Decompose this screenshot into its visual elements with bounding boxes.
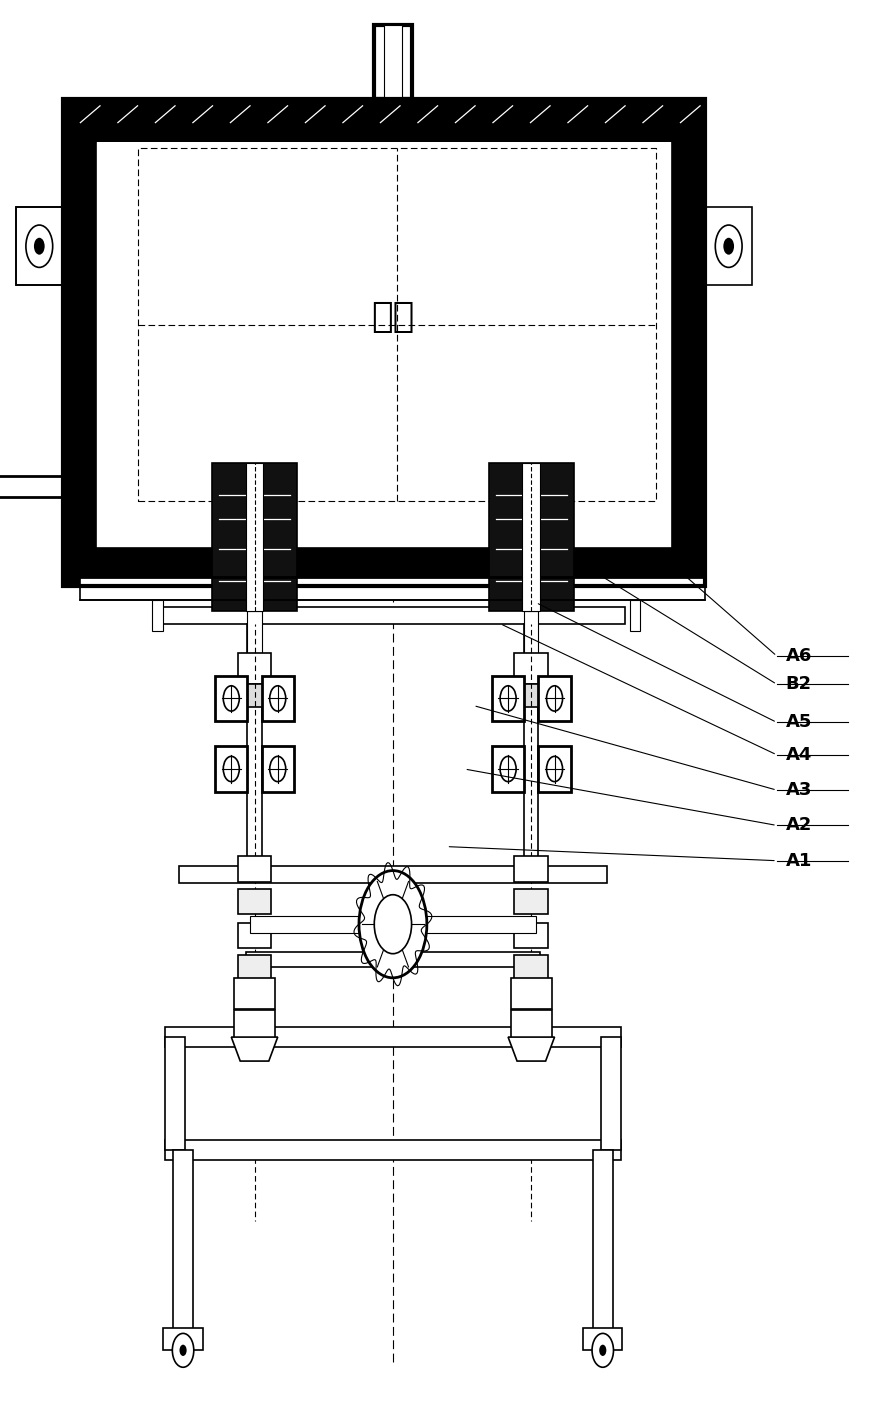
Bar — [514, 955, 548, 981]
Bar — [63, 99, 705, 586]
Bar — [593, 1150, 613, 1333]
Text: A4: A4 — [786, 746, 813, 763]
Bar — [630, 600, 640, 631]
Bar — [262, 676, 294, 721]
Bar — [514, 856, 548, 882]
Bar — [173, 1150, 193, 1333]
Circle shape — [359, 871, 427, 978]
Circle shape — [179, 1345, 187, 1356]
Text: A3: A3 — [786, 782, 813, 799]
Bar — [234, 978, 275, 1009]
Text: A6: A6 — [786, 648, 813, 665]
Polygon shape — [231, 1037, 278, 1061]
Circle shape — [500, 756, 516, 782]
Bar — [165, 1027, 621, 1047]
Bar — [246, 952, 540, 967]
Bar — [163, 1328, 203, 1350]
Bar — [262, 746, 294, 792]
Bar — [165, 1140, 621, 1160]
Circle shape — [723, 237, 734, 254]
Bar — [232, 684, 277, 707]
Circle shape — [172, 1333, 194, 1367]
Bar — [238, 923, 271, 948]
Bar — [514, 889, 548, 914]
Bar — [601, 1037, 621, 1150]
Bar — [238, 955, 271, 981]
Bar — [384, 25, 403, 99]
Bar — [524, 611, 538, 653]
Bar — [63, 99, 705, 586]
Bar — [215, 676, 247, 721]
Bar — [246, 463, 263, 611]
Bar — [96, 141, 672, 547]
Circle shape — [599, 1345, 606, 1356]
Circle shape — [270, 686, 286, 711]
Bar — [511, 1010, 552, 1041]
Circle shape — [547, 686, 563, 711]
Bar — [524, 624, 538, 875]
Text: A1: A1 — [786, 852, 813, 869]
Text: A5: A5 — [786, 714, 813, 731]
Bar — [247, 981, 262, 1002]
Bar — [179, 866, 607, 883]
Bar — [152, 600, 163, 631]
Bar — [583, 1328, 622, 1350]
Text: A2: A2 — [786, 817, 813, 834]
Circle shape — [715, 224, 742, 267]
Circle shape — [547, 756, 563, 782]
Bar — [511, 978, 552, 1009]
Bar — [538, 746, 571, 792]
Bar — [16, 207, 63, 285]
Bar — [247, 611, 262, 653]
Bar — [388, 916, 536, 933]
Bar — [524, 981, 538, 1002]
Bar — [238, 856, 271, 882]
Text: 工件: 工件 — [371, 301, 414, 334]
Bar — [238, 653, 271, 684]
Bar — [165, 1037, 185, 1150]
Bar — [509, 684, 554, 707]
Circle shape — [223, 756, 239, 782]
Bar — [514, 923, 548, 948]
Circle shape — [374, 895, 412, 954]
Bar — [80, 577, 705, 600]
Bar — [161, 607, 625, 624]
Bar — [250, 916, 397, 933]
Circle shape — [500, 686, 516, 711]
Bar — [16, 207, 63, 285]
Bar — [522, 463, 540, 611]
Circle shape — [223, 686, 239, 711]
Bar — [213, 463, 296, 611]
Circle shape — [270, 756, 286, 782]
Bar — [96, 128, 672, 547]
Bar — [0, 476, 64, 497]
Bar — [215, 746, 247, 792]
Bar — [705, 207, 752, 285]
Circle shape — [34, 237, 45, 254]
Polygon shape — [508, 1037, 555, 1061]
Text: B2: B2 — [786, 676, 812, 693]
Bar — [538, 676, 571, 721]
Bar — [247, 624, 262, 875]
Bar — [492, 746, 524, 792]
Bar — [374, 25, 412, 99]
Bar — [489, 463, 573, 611]
Circle shape — [592, 1333, 613, 1367]
Bar — [492, 676, 524, 721]
Bar — [234, 1010, 275, 1041]
Bar — [238, 889, 271, 914]
Bar — [514, 653, 548, 684]
Circle shape — [26, 224, 53, 267]
